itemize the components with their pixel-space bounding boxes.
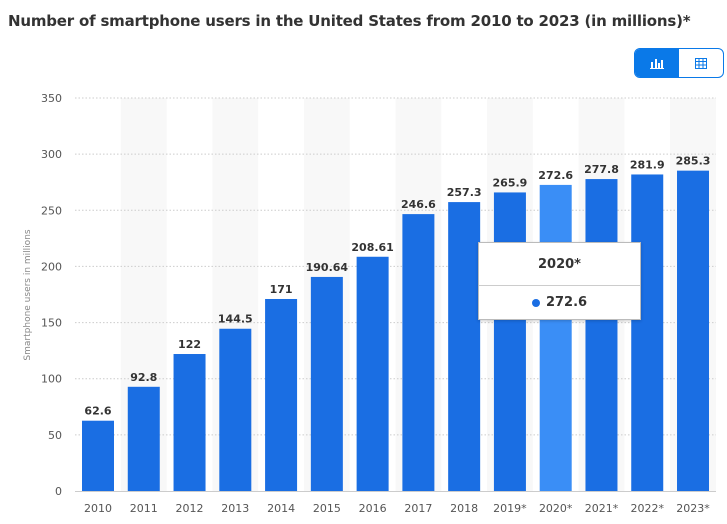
tooltip: 2020* 272.6	[478, 242, 641, 320]
data-label: 144.5	[218, 313, 253, 326]
x-tick-label: 2021*	[585, 502, 619, 515]
table-view-button[interactable]	[679, 49, 723, 77]
view-toggle	[634, 48, 724, 78]
y-tick-label: 200	[41, 260, 62, 273]
x-tick-label: 2020*	[539, 502, 573, 515]
x-tick-label: 2012	[176, 502, 204, 515]
data-label: 92.8	[130, 371, 157, 384]
chart-title: Number of smartphone users in the United…	[8, 12, 691, 30]
bar[interactable]	[219, 328, 252, 491]
x-tick-label: 2018	[450, 502, 478, 515]
data-label: 257.3	[447, 186, 482, 199]
series-dot-icon	[531, 298, 540, 307]
data-label: 122	[178, 338, 201, 351]
data-label: 285.3	[676, 155, 711, 168]
y-tick-label: 300	[41, 148, 62, 161]
data-label: 265.9	[493, 176, 528, 189]
x-tick-label: 2023*	[676, 502, 710, 515]
y-tick-label: 150	[41, 317, 62, 330]
data-label: 277.8	[584, 163, 619, 176]
x-tick-label: 2014	[267, 502, 295, 515]
table-icon	[695, 57, 707, 69]
bar[interactable]	[631, 174, 664, 492]
bar[interactable]	[310, 276, 343, 491]
bar[interactable]	[677, 170, 710, 491]
x-tick-label: 2013	[221, 502, 249, 515]
x-tick-label: 2019*	[493, 502, 527, 515]
x-tick-label: 2017	[404, 502, 432, 515]
y-tick-label: 100	[41, 373, 62, 386]
x-tick-label: 2010	[84, 502, 112, 515]
bar[interactable]	[82, 420, 114, 491]
bar[interactable]	[539, 184, 572, 491]
bar[interactable]	[493, 192, 526, 491]
x-tick-label: 2022*	[630, 502, 664, 515]
x-tick-label: 2015	[313, 502, 341, 515]
y-tick-label: 250	[41, 204, 62, 217]
data-label: 171	[270, 283, 293, 296]
bar-chart-icon	[650, 59, 664, 69]
data-label: 246.6	[401, 198, 436, 211]
y-tick-label: 350	[41, 92, 62, 105]
bar[interactable]	[265, 298, 298, 491]
data-label: 208.61	[351, 241, 393, 254]
bar[interactable]	[448, 202, 481, 491]
chart-view-button[interactable]	[635, 49, 679, 77]
y-tick-label: 0	[55, 485, 62, 498]
x-tick-label: 2011	[130, 502, 158, 515]
y-tick-label: 50	[48, 429, 62, 442]
x-tick-label: 2016	[359, 502, 387, 515]
bar[interactable]	[173, 354, 206, 491]
bar[interactable]	[356, 256, 389, 491]
bar[interactable]	[585, 179, 618, 491]
tooltip-category: 2020*	[479, 243, 640, 286]
tooltip-value: 272.6	[545, 295, 588, 310]
bar[interactable]	[402, 214, 435, 491]
bar[interactable]	[127, 386, 160, 491]
data-label: 281.9	[630, 158, 665, 171]
data-label: 190.64	[306, 261, 349, 274]
y-axis-label: Smartphone users in millions	[23, 229, 33, 360]
data-label: 62.6	[84, 405, 111, 418]
data-label: 272.6	[538, 169, 573, 182]
